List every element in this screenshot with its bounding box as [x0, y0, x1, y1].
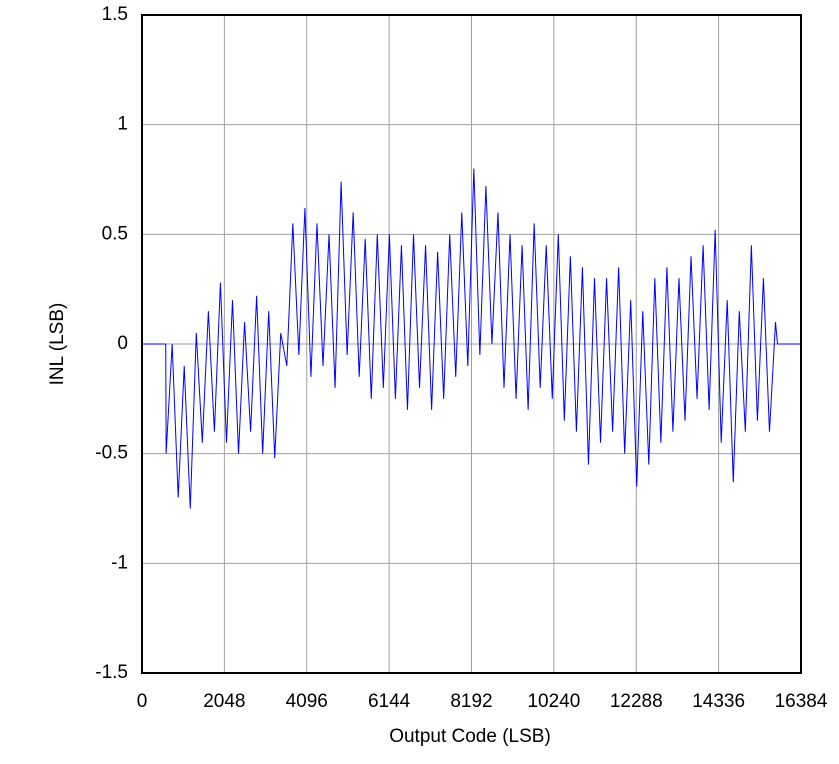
x-tick-label: 10240: [527, 691, 580, 712]
x-tick-label: 16384: [775, 691, 828, 712]
x-tick-label: 4096: [286, 691, 328, 712]
y-tick-label: 0: [117, 333, 128, 354]
y-tick-label: -1: [111, 552, 128, 573]
x-tick-label: 12288: [610, 691, 663, 712]
x-tick-label: 2048: [203, 691, 245, 712]
x-axis-label: Output Code (LSB): [389, 726, 551, 747]
y-tick-label: 1: [117, 114, 128, 135]
x-tick-label: 14336: [692, 691, 745, 712]
y-tick-label: 1.5: [102, 4, 128, 25]
x-tick-label: 0: [137, 691, 148, 712]
y-tick-label: 0.5: [102, 223, 128, 244]
y-tick-label: -1.5: [95, 662, 128, 683]
y-tick-label: -0.5: [95, 443, 128, 464]
y-axis-label: INL (LSB): [47, 303, 68, 386]
x-tick-label: 8192: [450, 691, 492, 712]
data-line: [142, 168, 801, 509]
x-tick-label: 6144: [368, 691, 411, 712]
plot-frame: [141, 14, 802, 674]
